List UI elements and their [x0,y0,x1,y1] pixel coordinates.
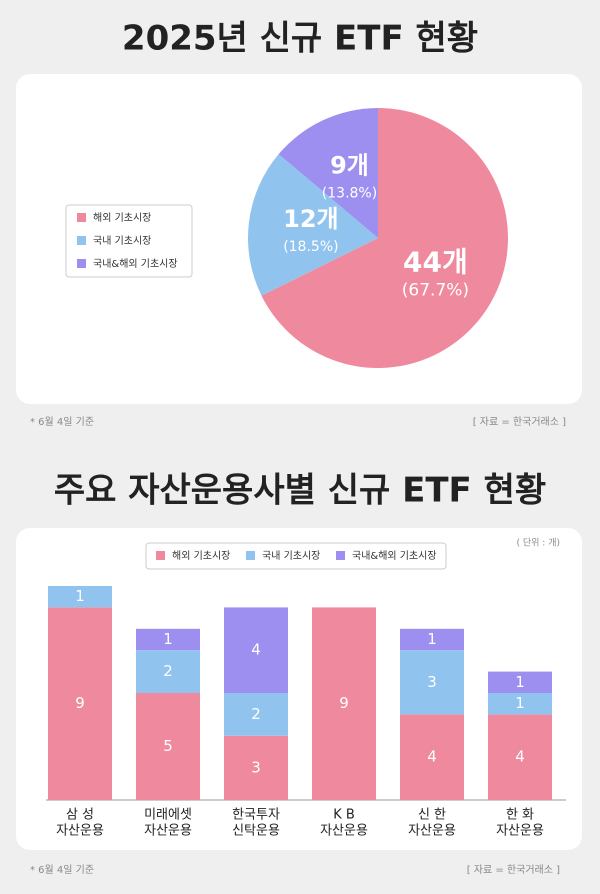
value-label: 9 [339,694,349,712]
legend-swatch [77,259,86,268]
bar-segment [136,693,200,800]
legend-box [65,204,193,278]
legend-label: 국내 기초시장 [93,235,151,247]
legend-box [145,542,447,570]
value-label: 12개 [283,205,338,233]
bar-segment [224,693,288,736]
bar-segment [224,607,288,693]
legend-label: 국내&해외 기초시장 [352,549,437,562]
x-tick-label: 자산운용 [320,824,368,839]
bar-segment [400,714,464,800]
value-label: 3 [251,758,261,776]
value-label: 1 [515,694,525,712]
value-label: 44개 [403,246,468,279]
legend-swatch [246,551,255,560]
bar-segment [224,735,288,800]
note: * 6월 4일 기준 [30,416,94,428]
legend-swatch [77,213,86,222]
legend-label: 해외 기초시장 [172,549,230,562]
x-tick-label: 자산운용 [56,824,104,839]
pie-slice [248,154,378,296]
bar-segment [488,693,552,715]
legend-label: 해외 기초시장 [93,211,151,224]
value-label: 1 [427,630,437,648]
source: [ 자료 = 한국거래소 ] [473,416,566,428]
x-tick-label: 미래에셋 [144,808,192,823]
value-label: 1 [75,587,85,605]
value-label: 2 [251,705,261,723]
x-tick-label: 신 한 [418,808,446,823]
legend-swatch [336,551,345,560]
value-label: 9 [75,694,85,712]
percent-label: (13.8%) [322,186,377,202]
legend-label: 국내&해외 기초시장 [93,257,178,270]
bar-segment [400,650,464,715]
bar-segment [48,586,112,608]
bar-segment [48,607,112,800]
value-label: 5 [163,737,173,755]
value-label: 9개 [330,152,369,180]
value-label: 3 [427,673,437,691]
pie-slice [278,108,378,238]
pie-slice [261,108,508,368]
source: [ 자료 = 한국거래소 ] [467,864,560,876]
x-tick-label: 자산운용 [408,824,456,839]
x-tick-label: 자산운용 [144,824,192,839]
bar-segment [488,671,552,693]
bar-segment [400,628,464,651]
value-label: 2 [163,662,173,680]
x-tick-label: 신탁운용 [232,824,280,839]
x-tick-label: 자산운용 [496,824,544,839]
value-label: 4 [515,748,525,766]
note: * 6월 4일 기준 [30,864,94,876]
percent-label: (67.7%) [402,281,469,301]
chart-title: 2025년 신규 ETF 현황 [122,19,478,59]
x-tick-label: 한 화 [506,808,534,823]
bar-segment [136,628,200,651]
bar-segment [488,714,552,800]
value-label: 1 [163,630,173,648]
x-tick-label: 삼 성 [66,808,94,823]
chart-title: 주요 자산운용사별 신규 ETF 현황 [54,471,546,511]
bar-segment [312,607,376,800]
legend-swatch [156,551,165,560]
x-tick-label: K B [333,808,355,823]
legend-swatch [77,236,86,245]
legend-label: 국내 기초시장 [262,550,320,562]
value-label: 4 [251,641,261,659]
value-label: 4 [427,748,437,766]
unit-label: ( 단위 : 개) [517,538,560,549]
x-tick-label: 한국투자 [232,808,280,823]
percent-label: (18.5%) [283,239,338,255]
bar-segment [136,650,200,693]
value-label: 1 [515,673,525,691]
